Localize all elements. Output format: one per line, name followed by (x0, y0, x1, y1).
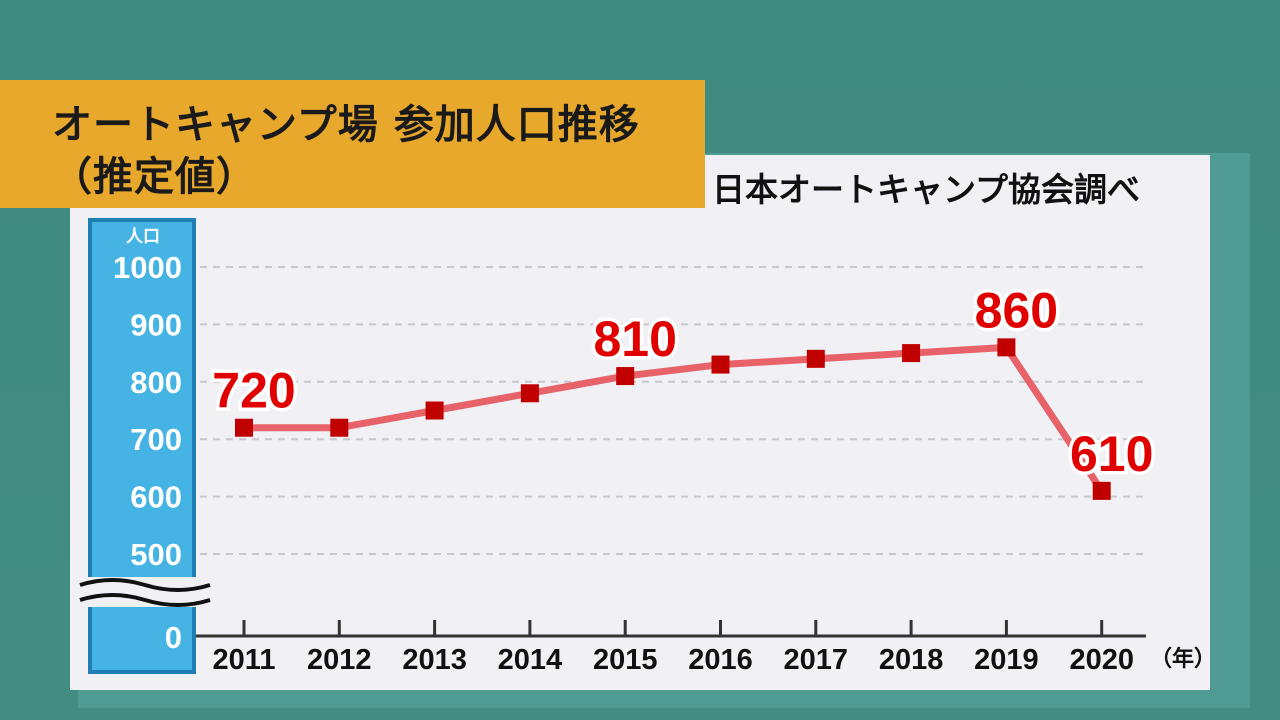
data-point (806, 349, 825, 368)
data-label: 810 (593, 311, 676, 367)
x-tick-label: 2014 (498, 644, 563, 676)
y-tick-label: 500 (130, 537, 182, 572)
data-point (520, 384, 539, 403)
x-tick-label: 2013 (402, 644, 467, 676)
y-tick-label: 700 (130, 422, 182, 457)
x-tick-labels: 2011 2012 2013 2014 2015 2016 2017 2018 2019 2020 (213, 620, 1134, 676)
chart-subtitle: （推定値） (52, 154, 257, 200)
axis-break-icon (79, 577, 211, 607)
title-box (0, 80, 705, 208)
y-tick-label: 0 (165, 620, 182, 655)
data-point (997, 338, 1016, 357)
y-tick-labels: 1000 900 800 700 600 500 0 (113, 250, 182, 655)
x-tick-label: 2015 (593, 644, 658, 676)
data-point (425, 401, 444, 420)
data-label: 720 (212, 363, 295, 419)
data-label: 610 (1070, 426, 1153, 482)
source-note: 日本オートキャンプ協会調べ (712, 170, 1141, 209)
series-line (244, 343, 1105, 493)
x-tick-label: 2016 (688, 644, 753, 676)
x-tick-label: 2017 (784, 644, 849, 676)
y-tick-label: 900 (130, 307, 182, 342)
x-tick-label: 2020 (1069, 644, 1134, 676)
x-tick-label: 2012 (307, 644, 372, 676)
y-tick-label: 800 (130, 365, 182, 400)
data-point (902, 344, 921, 363)
data-point (616, 367, 635, 386)
data-point (235, 418, 253, 437)
x-tick-label: 2019 (974, 644, 1039, 676)
data-point (711, 355, 730, 374)
gridlines (200, 266, 1145, 555)
x-tick-label: 2018 (879, 644, 944, 676)
x-tick-label: 2011 (213, 644, 276, 676)
y-tick-label: 1000 (113, 250, 182, 285)
x-axis-unit: （年） (1150, 646, 1216, 672)
data-label: 860 (975, 282, 1058, 338)
data-point (330, 418, 349, 437)
chart-panel (70, 155, 1210, 690)
data-point (1092, 481, 1111, 500)
y-axis-label: 人口 (126, 227, 160, 247)
y-tick-label: 600 (130, 480, 182, 515)
chart-title: オートキャンプ場 参加人口推移 (52, 102, 640, 148)
series-markers (235, 338, 1111, 500)
data-labels: 720 810 860 610 (209, 279, 1157, 486)
